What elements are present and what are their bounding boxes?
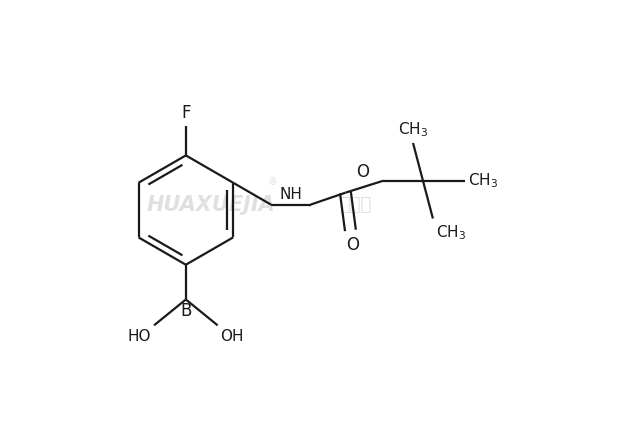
Text: CH$_3$: CH$_3$	[468, 172, 498, 190]
Text: NH: NH	[280, 187, 302, 202]
Text: HUAXUEJIA: HUAXUEJIA	[147, 195, 275, 215]
Text: O: O	[346, 236, 359, 254]
Text: CH$_3$: CH$_3$	[398, 120, 428, 139]
Text: O: O	[356, 163, 369, 181]
Text: CH$_3$: CH$_3$	[436, 224, 466, 242]
Text: OH: OH	[220, 329, 244, 345]
Text: 化学加: 化学加	[339, 196, 371, 214]
Text: F: F	[181, 104, 190, 121]
Text: B: B	[180, 302, 192, 320]
Text: ®: ®	[268, 177, 277, 187]
Text: HO: HO	[127, 329, 151, 345]
